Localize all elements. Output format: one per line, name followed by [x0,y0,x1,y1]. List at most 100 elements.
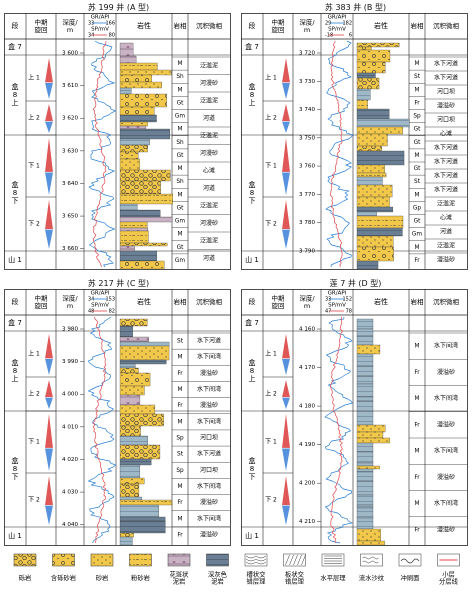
well-panel-a: 苏 199 井 (A 型) 段 中期 旋回 深度/m 岩性 岩相 沉积微相 GR/API 33 1… [4,2,233,272]
lithology-bed [119,158,140,171]
micro-facies-label: 水下河道 [434,186,458,194]
lithology-bed [119,496,143,501]
depth-tick: 4 160 [299,327,315,333]
facies-code: M [177,387,182,393]
lithology-bed [356,353,374,367]
gr-min: 33 [88,21,94,27]
micro-facies-label: 水下河道 [197,337,221,345]
facies-code: Fr [177,371,183,377]
facies-code: St [414,74,421,80]
facies-code: M [414,396,419,402]
segment-label: 山 1 [245,255,259,264]
lithology-bed [356,375,374,385]
legend-label: 砂岩 [96,573,109,582]
lithology-bed [119,372,151,387]
cycle-fall-triangle [282,121,290,133]
segment-label: 8 [250,367,254,375]
facies-code: M [177,419,182,425]
lithology-bed [356,507,374,519]
sp-max: 78 [346,309,352,315]
legend-label: 小层 [442,569,455,578]
cycle-rise-triangle [45,200,53,230]
header-depth: m [67,26,73,34]
lithology-bed [356,328,374,337]
segment-label: 下 [249,473,256,481]
segment-label: 上 [12,98,19,107]
facies-code: Fr [177,403,183,409]
facies-code: Gt [414,219,421,225]
micro-facies-label: 水下间湾 [197,514,221,522]
header-micro: 沉积微相 [433,297,460,306]
facies-code: M [177,61,182,67]
micro-facies-label: 漫溢砂 [200,369,218,377]
legend-label: 流水沙纹 [359,573,385,582]
facies-code: Fr [414,475,420,481]
facies-code: Gt [414,140,421,146]
well-panel-d: 莲 7 井 (D 型) 段 中期 旋回 深度/m 岩性 岩相 沉积微相 GR/API 33 152… [241,278,470,548]
lithology-bed [119,169,171,182]
cycle-fall-triangle [282,82,290,99]
header-depth: 深度/ [62,293,78,302]
cycle-fall-triangle [282,358,290,375]
sp-min: 34 [88,33,94,39]
cycle-rise-triangle [282,380,290,398]
lithology-bed [356,211,377,217]
micro-facies-label: 水下间湾 [434,394,458,402]
micro-facies-label: 漫溢砂 [437,368,455,376]
cycle-fall-triangle [45,448,53,471]
depth-tick: 3 620 [62,116,78,122]
lithology-bed [356,335,374,346]
lithology-bed [356,172,387,178]
cycle-label: 下 1 [28,163,40,170]
gr-label: GR/API [328,291,347,297]
segment-label: 8 [13,367,17,375]
depth-tick: 3 720 [299,51,315,57]
segment-label: 8 [250,189,254,197]
facies-code: Gt [177,205,184,211]
micro-facies-label: 水下间湾 [197,353,221,361]
micro-facies-label: 河道 [203,254,215,262]
lithology-bed [356,88,371,101]
lithology-bed [356,462,374,467]
lithology-bed [356,46,372,51]
legend-swatch [13,553,37,567]
cycle-fall-triangle [45,229,53,249]
cycle-rise-triangle [282,334,290,359]
gr-label: GR/API [91,15,110,21]
sp-curve [329,40,343,268]
lithology-bed [356,504,374,509]
legend-swatch [360,553,383,567]
cycle-label: 上 2 [265,114,277,122]
gr-curve [324,316,354,544]
segment-label: 上 [249,98,256,107]
legend-label: 砾岩 [19,573,32,582]
lithology-bed [356,517,374,530]
micro-facies-label: 漫溢砂 [437,102,455,110]
micro-facies-label: 泛滥泥 [200,96,218,104]
micro-facies-label: 河道 [440,228,452,236]
cycle-rise-triangle [282,200,290,230]
segment-label: 8 [250,465,254,473]
depth-tick: 3 790 [299,248,315,254]
sp-min: -18 [325,33,333,39]
depth-tick: 4 010 [62,424,78,430]
micro-facies-label: 泛滥泥 [200,61,218,69]
lithology-bed [356,99,368,110]
facies-code: Gm [175,114,185,120]
cycle-label: 下 1 [265,439,277,446]
cycle-rise-triangle [282,138,290,173]
micro-facies-label: 水下间湾 [434,342,458,350]
table-frame [241,289,468,546]
cycle-rise-triangle [45,138,53,173]
lithology-bed [356,437,390,444]
legend-swatch [244,553,268,567]
micro-facies-label: 河口坝 [200,466,218,474]
gr-label: GR/API [328,15,347,21]
lithology-bed [356,410,374,426]
lithology-bed [119,42,134,57]
legend-item: 水平层理 [320,553,346,582]
cycle-label: 下 2 [28,497,40,504]
